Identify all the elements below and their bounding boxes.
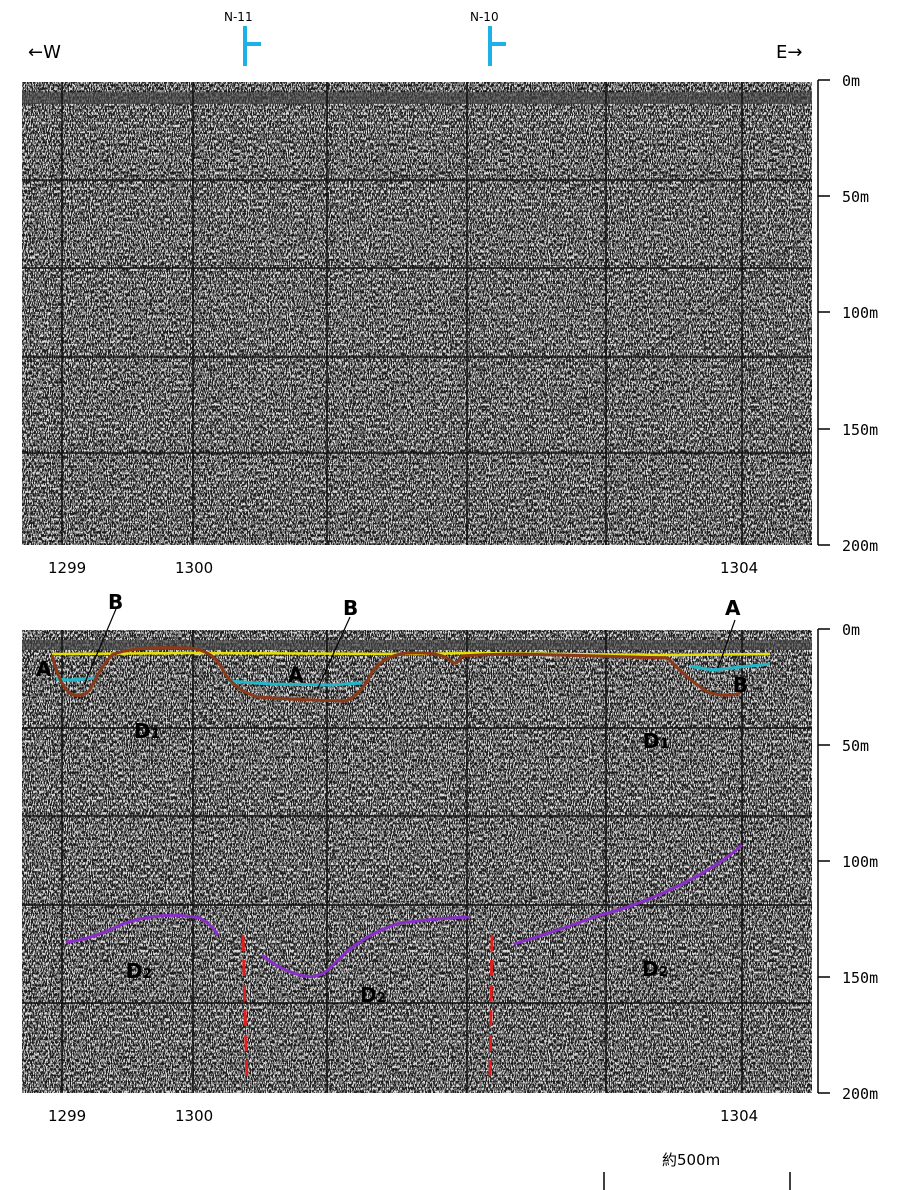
west-direction-label: ←W (28, 42, 61, 63)
well-label-n10: N-10 (470, 10, 499, 24)
unit-label-a-east: A (725, 596, 741, 620)
horizon-cyan-line-east (689, 662, 771, 672)
depth-axis-bottom: 0m 50m 100m 150m 200m (817, 621, 878, 1103)
well-marker-n11: N-11 (224, 10, 261, 66)
well-marker-n10: N-10 (470, 10, 506, 66)
svg-text:D: D (642, 957, 659, 981)
depth-tick-label: 50m (842, 188, 869, 206)
depth-tick-label: 150m (842, 421, 878, 439)
horizon-cyan-line-center (227, 679, 363, 687)
cdp-label-1300: 1300 (175, 559, 213, 577)
depth-tick-label: 0m (842, 72, 860, 90)
horizon-d2-line-east (513, 843, 744, 946)
depth-tick-label: 100m (842, 304, 878, 322)
svg-text:D: D (360, 983, 377, 1007)
east-direction-label: E→ (776, 42, 802, 63)
cdp-label-1299: 1299 (48, 559, 86, 577)
horizon-a-line (51, 651, 771, 657)
seismic-panel-raw (22, 82, 812, 545)
unit-label-d2-east: D 2 (642, 957, 668, 981)
unit-label-a-west: A (36, 657, 52, 681)
scale-bar: 約500m (603, 1151, 791, 1190)
unit-label-b-west: B (108, 590, 123, 614)
cdp-label-1299: 1299 (48, 1107, 86, 1125)
depth-tick-label: 200m (842, 1085, 878, 1103)
unit-label-b-center: B (343, 596, 358, 620)
depth-tick-label: 100m (842, 853, 878, 871)
svg-text:1: 1 (151, 727, 160, 742)
unit-label-d2-west: D 2 (126, 959, 152, 983)
horizon-d2-line-center (261, 915, 471, 978)
svg-text:2: 2 (659, 965, 668, 980)
horizon-d2-line-west (65, 913, 220, 944)
svg-text:2: 2 (143, 967, 152, 982)
horizon-b-line (50, 646, 741, 703)
depth-axis-top: 0m 50m 100m 150m 200m (817, 72, 878, 555)
scale-bar-label: 約500m (662, 1151, 720, 1169)
cdp-label-1304: 1304 (720, 559, 758, 577)
svg-text:D: D (643, 729, 660, 753)
unit-label-d1-west: D 1 (134, 719, 160, 743)
svg-text:D: D (134, 719, 151, 743)
seismic-panel-interpreted: B A B A A B D 1 D 1 D 2 D 2 D 2 (22, 590, 812, 1093)
svg-text:D: D (126, 959, 143, 983)
unit-label-d1-east: D 1 (643, 729, 669, 753)
unit-label-a-center: A (288, 663, 304, 687)
unit-label-b-east: B (733, 673, 748, 697)
depth-tick-label: 50m (842, 737, 869, 755)
depth-tick-label: 0m (842, 621, 860, 639)
svg-text:2: 2 (377, 991, 386, 1006)
depth-tick-label: 150m (842, 969, 878, 987)
well-label-n11: N-11 (224, 10, 253, 24)
unit-label-d2-center: D 2 (360, 983, 386, 1007)
depth-tick-label: 200m (842, 537, 878, 555)
cdp-label-1304: 1304 (720, 1107, 758, 1125)
cdp-label-1300: 1300 (175, 1107, 213, 1125)
svg-text:1: 1 (660, 737, 669, 752)
